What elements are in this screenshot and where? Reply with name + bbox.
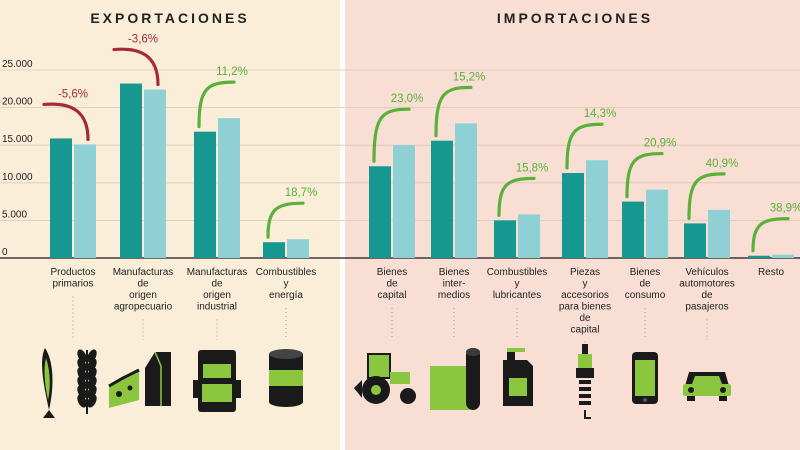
y-axis: 25.000 20.000 15.000 10.000 5.000 0 bbox=[2, 59, 33, 258]
change-arc bbox=[42, 102, 90, 142]
bar-2014 bbox=[263, 242, 285, 258]
roll-icon bbox=[430, 348, 480, 410]
category-label: Productos primarios bbox=[50, 267, 95, 290]
barrel-icon bbox=[269, 349, 303, 407]
change-arc bbox=[565, 122, 604, 170]
category-label: Manufacturas de origen agropecuario bbox=[113, 267, 174, 313]
car-icon bbox=[683, 372, 731, 401]
bar-2014 bbox=[562, 173, 584, 258]
category-label: Combustibles y energía bbox=[256, 267, 317, 301]
change-arc bbox=[266, 201, 305, 239]
bar-2015 bbox=[586, 160, 608, 258]
truck-icon bbox=[193, 350, 241, 412]
bar-2015 bbox=[218, 118, 240, 259]
change-arc bbox=[112, 47, 160, 87]
bar-2014 bbox=[369, 166, 391, 258]
change-arc bbox=[197, 80, 236, 129]
phone-icon bbox=[632, 352, 658, 404]
bar-2015 bbox=[646, 189, 668, 258]
change-percent: 23,0% bbox=[391, 93, 424, 105]
category-label: Resto bbox=[758, 267, 785, 278]
bar-2014 bbox=[120, 83, 142, 258]
bar-2014 bbox=[622, 201, 644, 258]
y-tick-label: 15.000 bbox=[2, 134, 33, 145]
jerrycan-icon bbox=[503, 348, 533, 406]
tractor-icon bbox=[354, 353, 416, 404]
y-tick-label: 10.000 bbox=[2, 172, 33, 183]
y-tick-label: 0 bbox=[2, 247, 8, 258]
spark-plug-icon bbox=[576, 344, 594, 419]
category-label: Piezas y accesorios para bienes de capital bbox=[559, 267, 611, 336]
change-percent: 38,9% bbox=[770, 203, 800, 215]
change-percent: 18,7% bbox=[285, 187, 318, 199]
bar-2014 bbox=[684, 223, 706, 258]
import-title: IMPORTACIONES bbox=[497, 10, 653, 26]
category-label: Bienes inter-medios bbox=[438, 267, 470, 301]
bar-2015 bbox=[393, 145, 415, 258]
bar-2014 bbox=[431, 140, 453, 258]
change-percent: 11,2% bbox=[216, 66, 248, 78]
category-icons bbox=[42, 296, 731, 419]
cheese-milk-icon bbox=[108, 351, 171, 408]
change-percent: 14,3% bbox=[584, 108, 617, 120]
category-label: Bienes de consumo bbox=[625, 267, 666, 301]
category-label: Manufacturas de origen industrial bbox=[187, 267, 248, 313]
change-percent: 20,9% bbox=[644, 138, 677, 150]
export-title: EXPORTACIONES bbox=[90, 10, 249, 26]
change-arc bbox=[434, 85, 473, 138]
change-markers: -5,6% -3,6% 11,2% 18,7% 23,0% 15,2% 15,8% 14,3%… bbox=[42, 34, 800, 253]
bar-2015 bbox=[144, 89, 166, 258]
change-arc bbox=[372, 107, 411, 163]
y-tick-label: 5.000 bbox=[2, 209, 27, 220]
bar-2014 bbox=[50, 138, 72, 258]
bars bbox=[50, 83, 794, 259]
bar-2014 bbox=[194, 131, 216, 258]
bar-2015 bbox=[518, 214, 540, 258]
bar-2015 bbox=[772, 254, 794, 258]
bar-2015 bbox=[74, 144, 96, 258]
change-percent: 40,9% bbox=[706, 158, 739, 170]
change-percent: -5,6% bbox=[58, 88, 88, 100]
change-arc bbox=[687, 172, 726, 221]
bar-2015 bbox=[287, 239, 309, 258]
category-label: Bienes de capital bbox=[377, 267, 408, 301]
category-label: Vehículos automotores de pasajeros bbox=[679, 267, 735, 313]
change-percent: 15,2% bbox=[453, 71, 486, 83]
category-labels: Productos primarios Manufacturas de origen ag… bbox=[50, 267, 784, 336]
category-label: Combustibles y lubricantes bbox=[487, 267, 548, 301]
bar-2015 bbox=[708, 209, 730, 258]
change-percent: 15,8% bbox=[516, 162, 549, 174]
y-tick-label: 25.000 bbox=[2, 59, 33, 70]
y-tick-label: 20.000 bbox=[2, 97, 33, 108]
bar-2014 bbox=[494, 220, 516, 258]
bar-2014 bbox=[748, 255, 770, 258]
fish-wheat-icon bbox=[42, 348, 97, 418]
bar-2015 bbox=[455, 123, 477, 258]
change-percent: -3,6% bbox=[128, 34, 158, 46]
change-arc bbox=[751, 217, 790, 253]
change-arc bbox=[497, 176, 536, 217]
change-arc bbox=[625, 151, 664, 199]
